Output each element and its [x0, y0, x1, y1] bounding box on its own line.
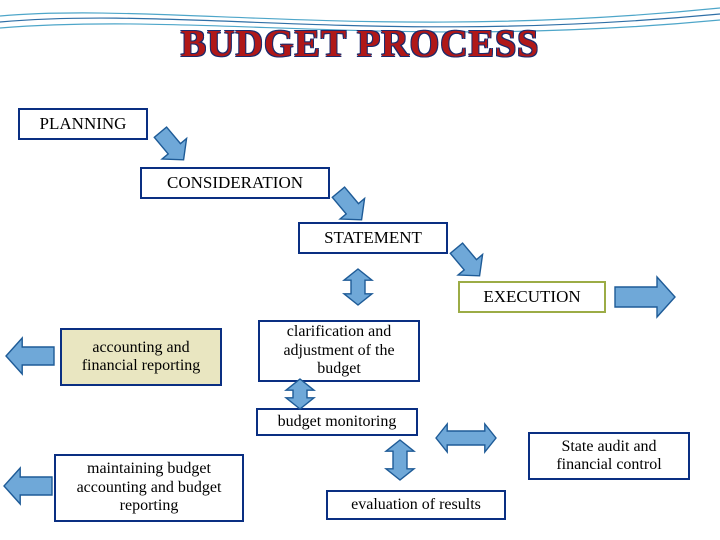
box-consideration: CONSIDERATION: [140, 167, 330, 199]
box-execution: EXECUTION: [458, 281, 606, 313]
box-planning: PLANNING: [18, 108, 148, 140]
box-budget-monitoring: budget monitoring: [256, 408, 418, 436]
slide-title: BUDGET PROCESS: [0, 22, 720, 66]
box-statement: STATEMENT: [298, 222, 448, 254]
box-maintain-accounting: maintaining budget accounting and budget…: [54, 454, 244, 522]
box-accounting-reporting: accounting and financial reporting: [60, 328, 222, 386]
box-state-audit: State audit and financial control: [528, 432, 690, 480]
box-clarification-adjust: clarification and adjustment of the budg…: [258, 320, 420, 382]
box-evaluation-results: evaluation of results: [326, 490, 506, 520]
